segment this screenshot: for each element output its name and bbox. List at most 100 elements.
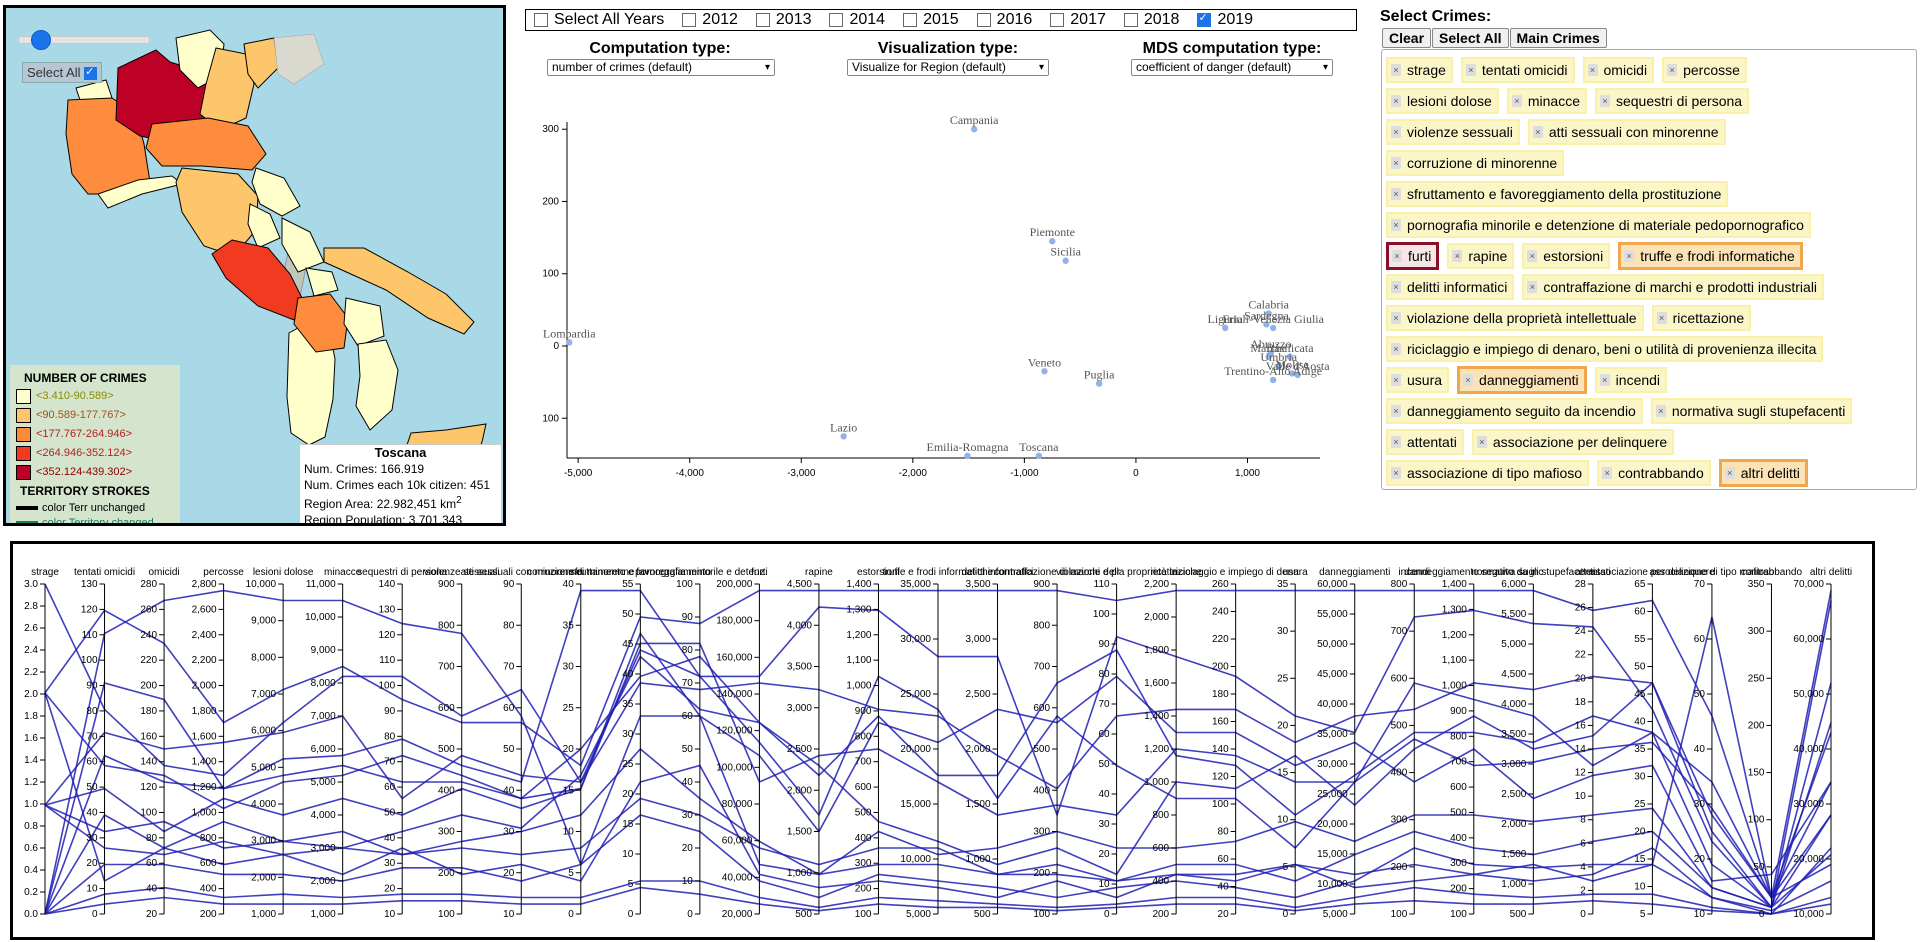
remove-tag-icon[interactable]: × <box>1391 156 1401 169</box>
region-campania[interactable] <box>293 293 349 353</box>
crime-tag[interactable]: × omicidi <box>1582 56 1655 83</box>
scatter-point[interactable] <box>964 452 971 460</box>
year-checkbox[interactable] <box>1197 11 1212 27</box>
year-option[interactable]: 2013 <box>755 11 811 29</box>
remove-tag-icon[interactable]: × <box>1587 63 1598 76</box>
region-lazio[interactable] <box>211 239 305 321</box>
region-emilia-romagna[interactable] <box>145 117 267 171</box>
italy-choropleth-map[interactable] <box>6 8 503 523</box>
remove-tag-icon[interactable]: × <box>1724 466 1735 479</box>
remove-tag-icon[interactable]: × <box>1391 218 1401 231</box>
select-all-crimes-button[interactable]: Select All <box>1432 28 1509 48</box>
remove-tag-icon[interactable]: × <box>1602 466 1613 479</box>
scatter-point[interactable] <box>1294 371 1301 379</box>
crime-tag[interactable]: × pornografia minorile e detenzione di ma… <box>1386 211 1811 238</box>
crime-tag[interactable]: × corruzione di minorenne <box>1386 149 1565 176</box>
remove-tag-icon[interactable]: × <box>1655 404 1666 417</box>
year-checkbox[interactable] <box>682 13 697 27</box>
crime-tag[interactable]: × normativa sugli stupefacenti <box>1650 397 1853 424</box>
scatter-point[interactable] <box>566 339 573 346</box>
scatter-point[interactable] <box>1095 380 1103 387</box>
mds-type-select[interactable]: coefficient of danger (default) ▾ <box>1131 58 1333 76</box>
remove-tag-icon[interactable]: × <box>1452 249 1463 262</box>
crime-tag[interactable]: × riciclaggio e impiego di denaro, beni o… <box>1386 335 1824 362</box>
visualization-type-select[interactable]: Visualize for Region (default) ▾ <box>847 58 1049 76</box>
remove-tag-icon[interactable]: × <box>1391 311 1401 324</box>
year-checkbox[interactable] <box>1123 13 1138 27</box>
remove-tag-icon[interactable]: × <box>1463 373 1474 386</box>
map-select-all-checkbox[interactable] <box>84 65 98 81</box>
remove-tag-icon[interactable]: × <box>1624 249 1635 262</box>
remove-tag-icon[interactable]: × <box>1532 125 1543 138</box>
select-all-years[interactable]: Select All Years <box>534 11 664 29</box>
scatter-point[interactable] <box>1265 353 1272 361</box>
crime-tag[interactable]: × attentati <box>1386 428 1464 455</box>
remove-tag-icon[interactable]: × <box>1392 249 1402 262</box>
crime-tag[interactable]: × sequestri di persona <box>1594 87 1750 114</box>
year-option[interactable]: 2015 <box>903 11 959 29</box>
crime-tag[interactable]: × associazione di tipo mafioso <box>1386 459 1590 486</box>
crime-tag[interactable]: × truffe e frodi informatiche <box>1618 241 1803 270</box>
scatter-point[interactable] <box>1269 324 1277 332</box>
remove-tag-icon[interactable]: × <box>1391 125 1401 138</box>
year-option[interactable]: 2019 <box>1197 11 1253 29</box>
crime-tag[interactable]: × lesioni dolose <box>1386 87 1499 114</box>
year-option[interactable]: 2012 <box>682 11 738 29</box>
scatter-point[interactable] <box>1062 257 1069 264</box>
scatter-point[interactable] <box>1269 376 1277 384</box>
remove-tag-icon[interactable]: × <box>1391 280 1401 293</box>
crime-tag[interactable]: × altri delitti <box>1718 458 1808 487</box>
scatter-point[interactable] <box>1049 238 1056 245</box>
remove-tag-icon[interactable]: × <box>1391 342 1401 355</box>
scatter-point[interactable] <box>1035 452 1043 460</box>
year-option[interactable]: 2014 <box>829 11 885 29</box>
remove-tag-icon[interactable]: × <box>1511 94 1522 107</box>
remove-tag-icon[interactable]: × <box>1476 435 1487 448</box>
crime-tag[interactable]: × associazione per delinquere <box>1471 428 1675 455</box>
scatter-point[interactable] <box>1263 321 1270 328</box>
remove-tag-icon[interactable]: × <box>1391 94 1401 107</box>
crime-tag[interactable]: × minacce <box>1506 87 1587 114</box>
crime-tag[interactable]: × contraffazione di marchi e prodotti ind… <box>1522 273 1825 300</box>
region-marche[interactable] <box>251 167 301 217</box>
region-molise[interactable] <box>305 267 339 297</box>
crime-tag[interactable]: × tentati omicidi <box>1460 56 1575 83</box>
main-crimes-button[interactable]: Main Crimes <box>1509 28 1607 48</box>
remove-tag-icon[interactable]: × <box>1465 63 1476 76</box>
map-select-all[interactable]: Select All <box>22 62 103 84</box>
crime-tag[interactable]: × atti sessuali con minorenne <box>1527 118 1726 145</box>
crime-tag[interactable]: × rapine <box>1447 242 1515 269</box>
remove-tag-icon[interactable]: × <box>1599 373 1610 386</box>
computation-type-select[interactable]: number of crimes (default) ▾ <box>547 58 775 76</box>
year-checkbox[interactable] <box>755 13 770 27</box>
year-checkbox[interactable] <box>903 13 918 27</box>
region-puglia[interactable] <box>323 247 475 335</box>
remove-tag-icon[interactable]: × <box>1391 466 1401 479</box>
crime-tag[interactable]: × percosse <box>1662 56 1747 83</box>
crime-tag[interactable]: × ricettazione <box>1651 304 1752 331</box>
crime-tag[interactable]: × incendi <box>1594 366 1668 393</box>
year-option[interactable]: 2016 <box>976 11 1032 29</box>
remove-tag-icon[interactable]: × <box>1391 187 1401 200</box>
scatter-point[interactable] <box>1265 310 1272 317</box>
remove-tag-icon[interactable]: × <box>1667 63 1678 76</box>
crime-tag[interactable]: × sfruttamento e favoreggiamento della pr… <box>1386 180 1729 207</box>
crime-tag[interactable]: × furti <box>1386 241 1440 270</box>
scatter-point[interactable] <box>1275 363 1282 370</box>
scatter-point[interactable] <box>1288 370 1296 377</box>
crime-tag[interactable]: × danneggiamento seguito da incendio <box>1386 397 1643 424</box>
remove-tag-icon[interactable]: × <box>1527 249 1538 262</box>
crime-tag[interactable]: × violenze sessuali <box>1386 118 1520 145</box>
remove-tag-icon[interactable]: × <box>1599 94 1610 107</box>
crime-tag[interactable]: × usura <box>1386 366 1450 393</box>
crime-tag[interactable]: × contrabbando <box>1597 459 1711 486</box>
scatter-point[interactable] <box>840 433 847 440</box>
year-checkbox[interactable] <box>829 13 844 27</box>
year-slider-thumb[interactable] <box>31 30 51 50</box>
year-checkbox[interactable] <box>1050 13 1065 27</box>
remove-tag-icon[interactable]: × <box>1391 404 1401 417</box>
region-umbria[interactable] <box>247 203 281 249</box>
region-calabria[interactable] <box>355 339 399 431</box>
region-basilicata[interactable] <box>343 297 385 347</box>
remove-tag-icon[interactable]: × <box>1391 373 1401 386</box>
